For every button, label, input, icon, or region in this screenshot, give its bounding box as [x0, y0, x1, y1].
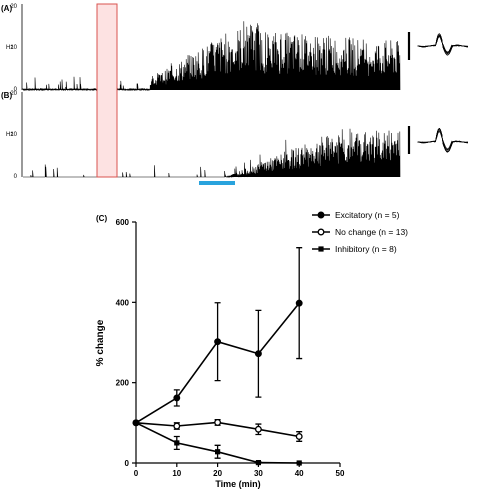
series-2-point-3 — [255, 459, 261, 466]
series-0-point-2 — [214, 338, 222, 346]
series-0-point-3 — [254, 350, 262, 358]
x-axis-label: Time (min) — [215, 479, 260, 489]
panel-a-waveform — [407, 32, 469, 60]
x-tick-label-5: 50 — [336, 469, 345, 478]
series-2-point-4 — [296, 460, 302, 466]
drug-application-bar — [199, 181, 235, 185]
series-1-point-3 — [254, 425, 262, 433]
panel-b-ytick-zero: 0 — [14, 174, 18, 180]
legend-swatch-marker-1 — [317, 228, 325, 236]
legend-item-2: Inhibitory (n = 8) — [312, 244, 397, 254]
y-axis-label: % change — [95, 319, 106, 366]
panel-a-ytick-mid: 10 — [10, 45, 17, 51]
panel-b-label: (B) — [1, 91, 12, 100]
legend-item-0: Excitatory (n = 5) — [312, 210, 400, 220]
y-ticks: 0 200 400 600 — [116, 218, 136, 468]
panel-b-waveform — [407, 126, 469, 154]
panel-b-unit: Hz — [6, 132, 13, 138]
series-0 — [132, 247, 303, 427]
x-tick-label-0: 0 — [134, 469, 139, 478]
panel-b-ytick-top: 20 — [10, 91, 17, 97]
panel-b-spike-waveforms — [417, 127, 469, 153]
panel-a-firing-trace — [22, 21, 401, 92]
legend-label-2: Inhibitory (n = 8) — [335, 244, 397, 254]
legend-item-1: No change (n = 13) — [312, 227, 408, 237]
x-tick-label-3: 30 — [254, 469, 263, 478]
panel-a-label: (A) — [1, 4, 12, 13]
y-tick-label-3: 600 — [116, 218, 130, 227]
series-1-point-2 — [214, 418, 222, 426]
series-2 — [133, 420, 303, 466]
series-0-point-4 — [295, 299, 303, 307]
panel-c: (C) 0 200 400 600 0 10 20 30 40 50 % change Time… — [95, 210, 408, 489]
x-tick-label-4: 40 — [295, 469, 304, 478]
series-layer — [132, 247, 303, 466]
panel-a-ytick-zero: 0 — [14, 87, 18, 93]
stimulation-window-box — [96, 3, 118, 178]
legend-swatch-marker-0 — [317, 211, 325, 219]
panel-b-firing-trace — [23, 128, 401, 178]
series-0-point-1 — [173, 394, 181, 402]
y-tick-label-2: 400 — [116, 298, 130, 307]
panel-a: (A) 20 10 0 Hz — [1, 4, 469, 93]
panel-b: (B) 20 10 0 Hz — [1, 91, 469, 180]
series-1 — [132, 418, 303, 442]
legend-swatch-marker-2 — [318, 246, 324, 252]
series-2-point-2 — [215, 449, 221, 455]
legend: Excitatory (n = 5) No change (n = 13) Inhi… — [312, 210, 408, 254]
panel-a-ytick-top: 20 — [10, 4, 17, 10]
x-tick-label-2: 20 — [213, 469, 222, 478]
panel-a-unit: Hz — [6, 45, 13, 51]
series-2-point-0 — [133, 420, 139, 426]
legend-label-0: Excitatory (n = 5) — [335, 210, 400, 220]
x-ticks: 0 10 20 30 40 50 — [134, 463, 345, 478]
panel-c-label: (C) — [96, 214, 107, 223]
panel-a-spike-waveforms — [417, 33, 469, 56]
x-tick-label-1: 10 — [172, 469, 181, 478]
panel-b-ytick-mid: 10 — [10, 132, 17, 138]
series-1-point-1 — [173, 422, 181, 430]
series-1-point-4 — [295, 433, 303, 440]
legend-label-1: No change (n = 13) — [335, 227, 408, 237]
y-tick-label-0: 0 — [125, 459, 130, 468]
series-2-point-1 — [174, 440, 180, 446]
y-tick-label-1: 200 — [116, 379, 130, 388]
